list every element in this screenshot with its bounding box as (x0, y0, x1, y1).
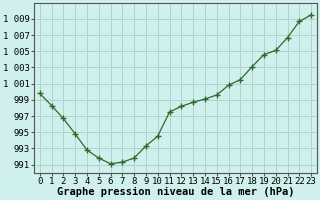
X-axis label: Graphe pression niveau de la mer (hPa): Graphe pression niveau de la mer (hPa) (57, 187, 294, 197)
